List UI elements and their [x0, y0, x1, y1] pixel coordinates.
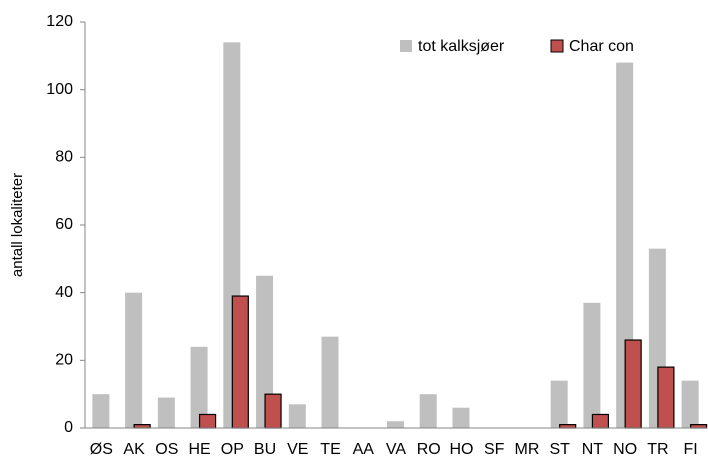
legend-swatch [550, 39, 564, 53]
y-tick-label: 0 [64, 419, 73, 436]
bar [133, 424, 151, 429]
bar [387, 421, 404, 428]
bar [288, 404, 306, 428]
y-tick-label: 120 [46, 13, 73, 30]
x-tick-label: HO [449, 441, 473, 458]
y-tick-label: 80 [55, 149, 73, 166]
bar [550, 380, 568, 428]
bar [681, 380, 699, 428]
y-axis-label: antall lokaliteter [9, 173, 26, 277]
y-tick-label: 100 [46, 81, 73, 98]
x-tick-label: OS [155, 441, 178, 458]
x-tick-label: HE [188, 441, 210, 458]
x-tick-label: AA [353, 441, 375, 458]
bar [92, 394, 110, 428]
y-tick-label: 60 [55, 216, 73, 233]
bar [321, 336, 339, 428]
bar [198, 413, 217, 429]
x-tick-label: SF [484, 441, 505, 458]
bar [657, 366, 675, 429]
legend-label: tot kalksjøer [418, 38, 505, 55]
bar [559, 424, 577, 429]
bar [591, 413, 610, 429]
x-tick-label: VE [287, 441, 308, 458]
y-tick-label: 20 [55, 352, 73, 369]
bar [190, 346, 208, 428]
x-tick-label: RO [417, 441, 441, 458]
legend-label: Char con [569, 38, 634, 55]
x-tick-label: TR [647, 441, 668, 458]
x-tick-label: MR [515, 441, 540, 458]
bar [264, 393, 282, 429]
x-tick-label: AK [123, 441, 145, 458]
bar [256, 275, 274, 428]
x-tick-label: TE [320, 441, 340, 458]
bar [690, 424, 708, 429]
x-tick-label: VA [386, 441, 406, 458]
x-tick-label: NT [582, 441, 604, 458]
bar [583, 302, 601, 428]
bar [125, 292, 143, 428]
x-tick-label: ØS [90, 441, 113, 458]
bar [616, 62, 634, 428]
bar [231, 295, 249, 429]
legend-swatch [400, 40, 412, 52]
bar [452, 407, 470, 428]
bar [419, 394, 437, 428]
x-tick-label: NO [613, 441, 637, 458]
bar [624, 339, 642, 429]
x-tick-label: ST [549, 441, 570, 458]
x-tick-label: BU [254, 441, 276, 458]
x-tick-label: OP [221, 441, 244, 458]
y-tick-label: 40 [55, 284, 73, 301]
bar [157, 397, 175, 428]
x-tick-label: FI [684, 441, 698, 458]
